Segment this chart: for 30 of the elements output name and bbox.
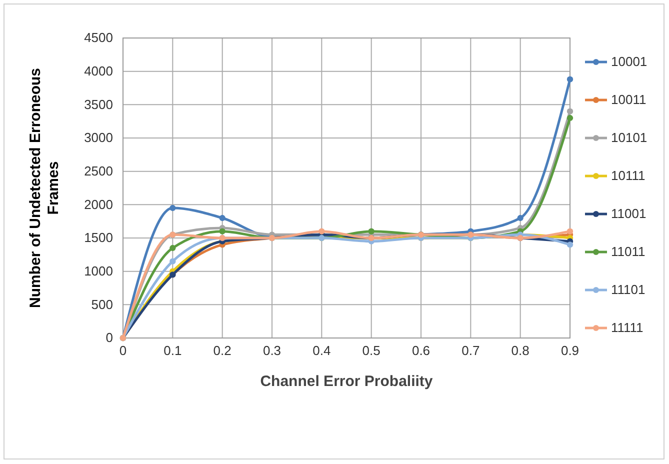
y-tick-label: 0 [106, 330, 113, 346]
y-tick-label: 1500 [84, 230, 113, 246]
x-tick-label: 0.6 [412, 343, 430, 358]
legend-label: 11011 [611, 244, 646, 259]
x-tick-label: 0.7 [462, 343, 480, 358]
y-tick-label: 2500 [84, 163, 113, 178]
legend-label: 10011 [611, 92, 646, 107]
y-tick-label: 1000 [84, 263, 113, 278]
y-axis-title: Number of Undetected Erroneous Frames [27, 68, 62, 308]
legend-label: 10111 [611, 168, 646, 183]
y-tick-label: 4500 [84, 30, 113, 46]
y-tick-label: 3000 [84, 130, 113, 146]
x-tick-label: 0.8 [511, 343, 530, 358]
legend-label: 10001 [611, 54, 648, 69]
y-tick-label: 2000 [84, 196, 113, 212]
legend-label: 11111 [611, 320, 644, 335]
x-tick-label: 0.2 [213, 343, 232, 358]
x-tick-label: 0.9 [560, 343, 580, 358]
legend-label: 11001 [611, 206, 646, 221]
x-axis-title: Channel Error Probaliity [260, 373, 434, 390]
y-tick-label: 500 [91, 296, 113, 312]
x-tick-label: 0.1 [164, 343, 182, 358]
x-tick-label: 0.4 [312, 343, 331, 358]
legend-label: 11101 [611, 282, 646, 297]
y-tick-label: 4000 [84, 63, 113, 78]
legend-label: 10101 [611, 130, 648, 145]
x-tick-label: 0.5 [362, 343, 380, 358]
y-tick-label: 3500 [84, 96, 113, 112]
x-tick-label: 0 [119, 343, 127, 358]
x-tick-label: 0.3 [262, 343, 282, 358]
